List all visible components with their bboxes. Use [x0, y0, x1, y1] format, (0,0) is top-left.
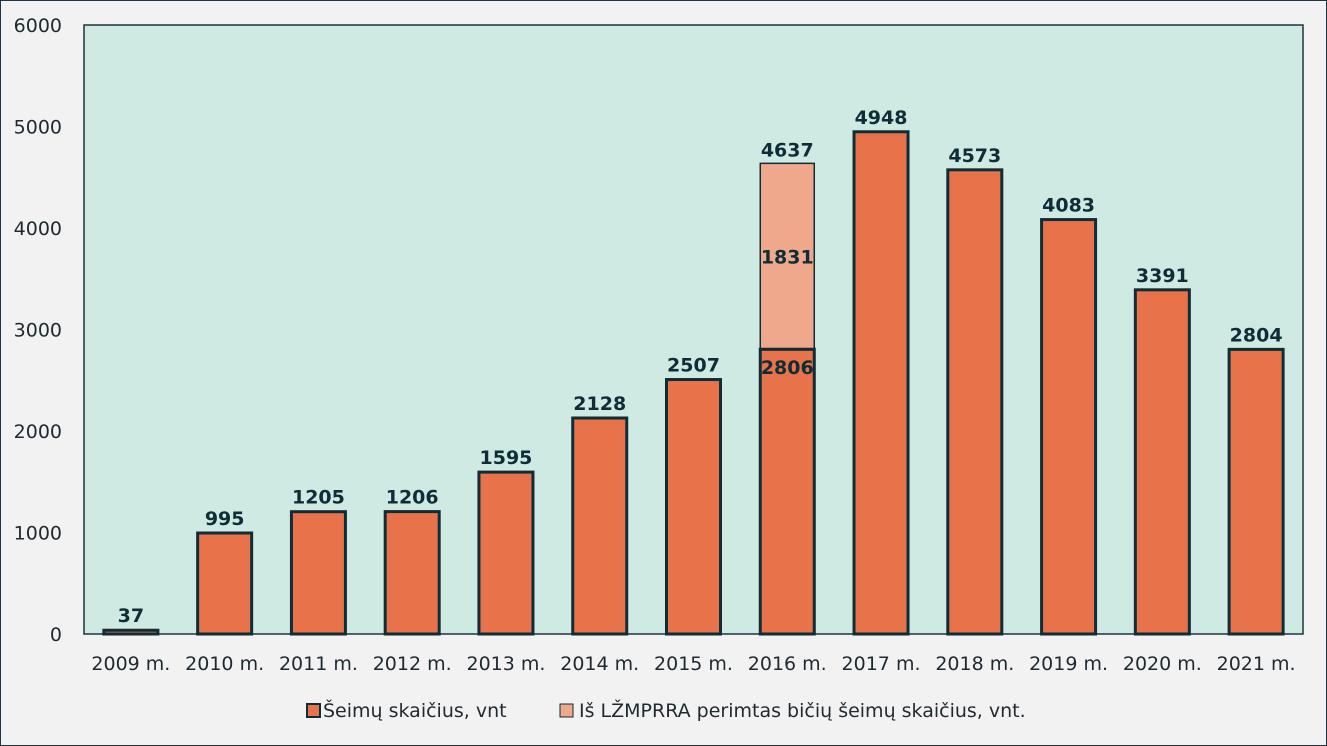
data-label: 1831 — [761, 246, 814, 268]
bar-seimu-skaicius — [1133, 288, 1191, 636]
x-tick-label: 2021 m. — [1217, 653, 1296, 675]
data-label: 4083 — [1042, 195, 1095, 217]
legend-label: Šeimų skaičius, vnt — [323, 698, 507, 722]
y-tick-label: 4000 — [14, 218, 62, 240]
y-tick-label: 3000 — [14, 320, 62, 342]
bar-seimu-skaicius — [571, 416, 629, 636]
x-tick-label: 2009 m. — [91, 653, 170, 675]
data-label-total: 4637 — [761, 139, 814, 161]
x-tick-label: 2020 m. — [1123, 653, 1202, 675]
y-tick-label: 6000 — [14, 15, 62, 37]
x-tick-label: 2014 m. — [560, 653, 639, 675]
data-label: 2806 — [761, 357, 814, 379]
bar-seimu-skaicius — [102, 628, 160, 636]
x-tick-label: 2016 m. — [748, 653, 827, 675]
legend-swatch-seimu — [306, 703, 321, 718]
y-tick-label: 2000 — [14, 421, 62, 443]
x-tick-label: 2019 m. — [1029, 653, 1108, 675]
bar-seimu-skaicius — [946, 168, 1004, 636]
data-label: 1595 — [480, 447, 533, 469]
x-tick-label: 2017 m. — [842, 653, 921, 675]
data-label: 2507 — [667, 355, 720, 377]
bar-seimu-skaicius — [1227, 347, 1285, 636]
x-tick-label: 2011 m. — [279, 653, 358, 675]
x-tick-label: 2018 m. — [935, 653, 1014, 675]
x-tick-label: 2010 m. — [185, 653, 264, 675]
data-label: 2804 — [1230, 324, 1283, 346]
bar-seimu-skaicius — [852, 130, 910, 636]
data-label: 37 — [118, 605, 144, 627]
bar-seimu-skaicius — [383, 510, 441, 636]
legend-swatch-perimtas — [559, 703, 574, 718]
bar-seimu-skaicius — [758, 347, 816, 636]
bar-seimu-skaicius — [477, 470, 535, 636]
y-tick-label: 5000 — [14, 117, 62, 139]
data-label: 1205 — [292, 487, 345, 509]
bar-seimu-skaicius — [196, 531, 254, 636]
bar-perimtas — [759, 162, 816, 350]
x-tick-label: 2012 m. — [373, 653, 452, 675]
bar-seimu-skaicius — [665, 378, 722, 636]
legend-label: Iš LŽMPRRA perimtas bičių šeimų skaičius… — [579, 699, 1026, 722]
data-label: 1206 — [386, 487, 439, 509]
data-label: 3391 — [1136, 265, 1189, 287]
y-tick-label: 0 — [50, 624, 62, 646]
x-tick-label: 2015 m. — [654, 653, 733, 675]
bar-seimu-skaicius — [1040, 218, 1098, 636]
x-tick-label: 2013 m. — [466, 653, 545, 675]
y-tick-label: 1000 — [14, 523, 62, 545]
data-label: 2128 — [573, 393, 626, 415]
bar-seimu-skaicius — [289, 510, 347, 636]
data-label: 4948 — [855, 107, 908, 129]
data-label: 4573 — [948, 145, 1001, 167]
data-label: 995 — [205, 508, 245, 530]
